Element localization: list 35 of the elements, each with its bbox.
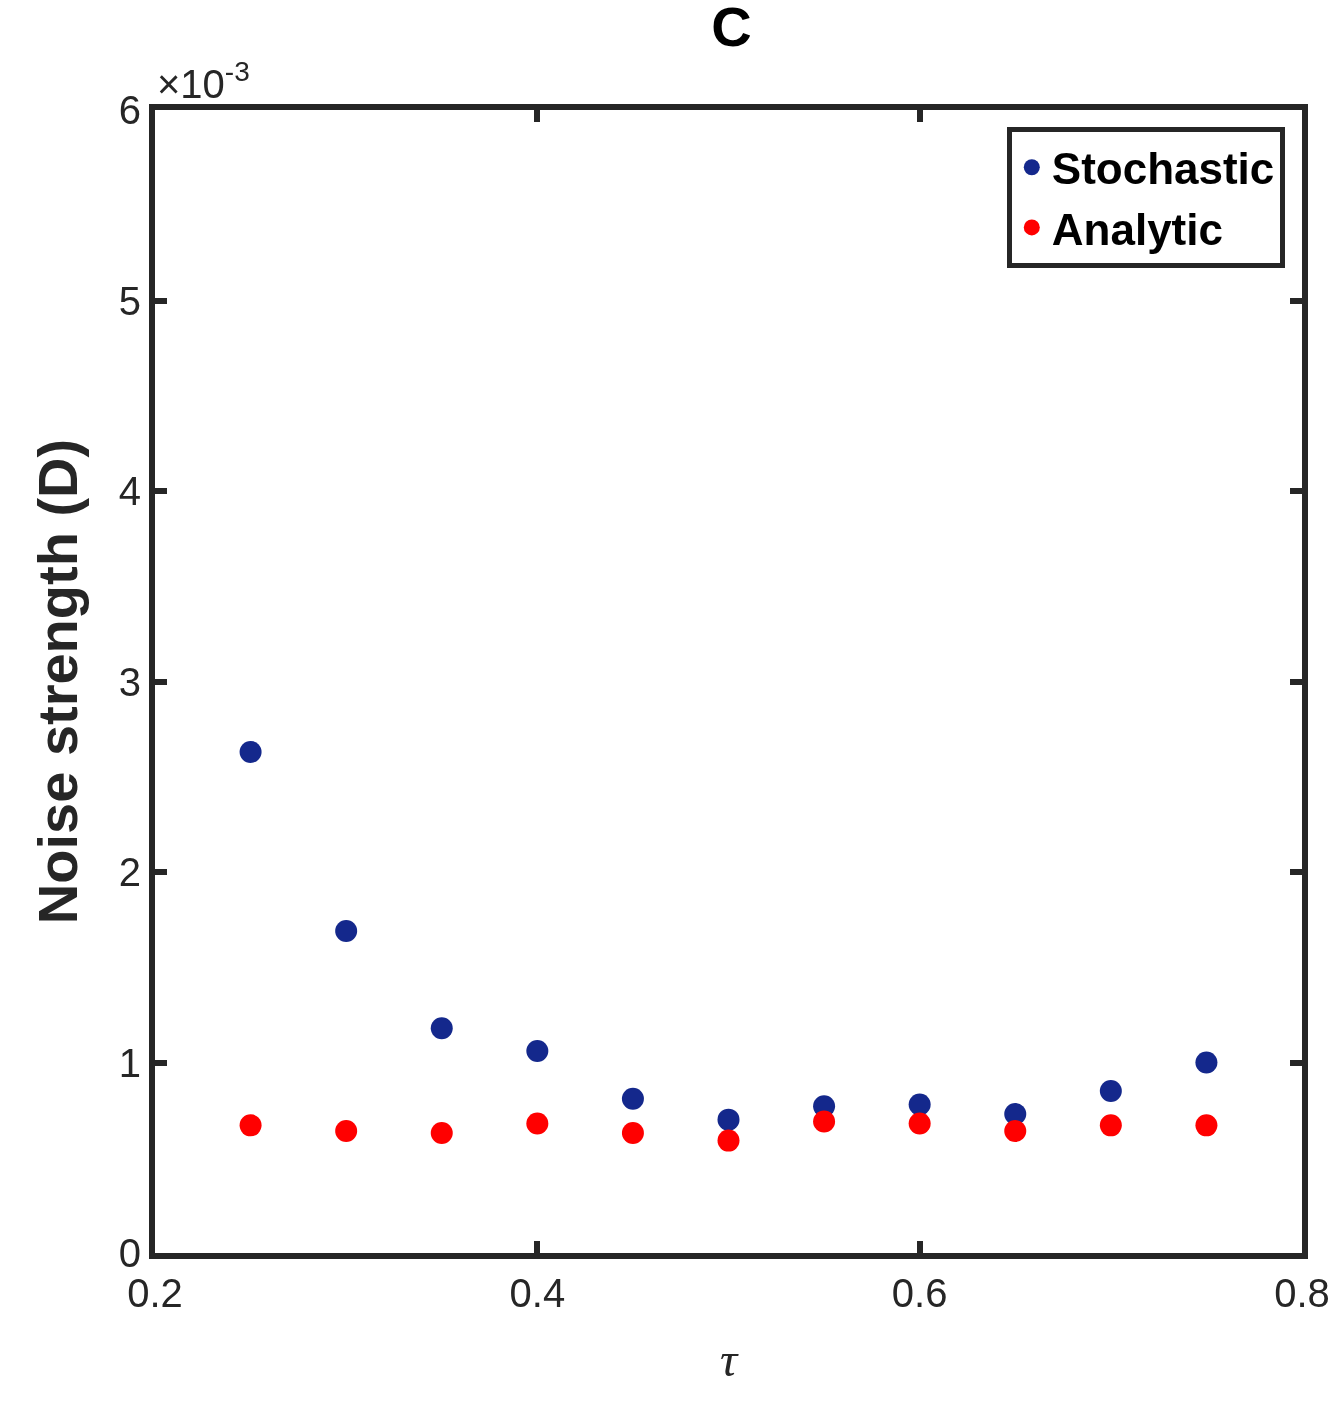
- point: [717, 1129, 740, 1152]
- y-tick-label: 1: [118, 1040, 141, 1085]
- point: [239, 740, 262, 763]
- point: [430, 1017, 453, 1040]
- y-axis-title: Noise strength (D): [26, 438, 90, 925]
- y-tick-label: 4: [118, 469, 141, 513]
- point: [335, 1120, 358, 1143]
- point: [908, 1093, 931, 1116]
- point: [908, 1112, 931, 1135]
- point: [239, 1114, 262, 1137]
- y-tick-label: 3: [118, 659, 141, 704]
- legend-label: Analytic: [1051, 204, 1223, 254]
- y-tick-label: 2: [118, 850, 141, 894]
- point: [1195, 1051, 1218, 1074]
- point: [526, 1040, 549, 1063]
- point: [1099, 1114, 1122, 1137]
- point: [335, 920, 358, 943]
- y-tick-label: 5: [118, 278, 141, 323]
- point: [526, 1112, 549, 1135]
- point: [621, 1121, 644, 1144]
- point: [1004, 1120, 1027, 1143]
- point: [430, 1121, 453, 1144]
- point: [1195, 1114, 1218, 1137]
- point: [717, 1108, 740, 1131]
- text: ×10$^{-3}$: [157, 56, 250, 106]
- legend-label: Stochastic: [1051, 144, 1275, 194]
- x-tick-label: 0.6: [891, 1271, 948, 1315]
- y-tick-label: 6: [118, 88, 141, 132]
- point: [813, 1110, 836, 1133]
- point: [1099, 1080, 1122, 1103]
- x-tick-label: 0.4: [509, 1271, 566, 1315]
- chart-title: C: [711, 0, 752, 59]
- x-axis-title: τ: [719, 1332, 739, 1386]
- point: [621, 1087, 644, 1110]
- x-tick-label: 0.8: [1274, 1271, 1330, 1315]
